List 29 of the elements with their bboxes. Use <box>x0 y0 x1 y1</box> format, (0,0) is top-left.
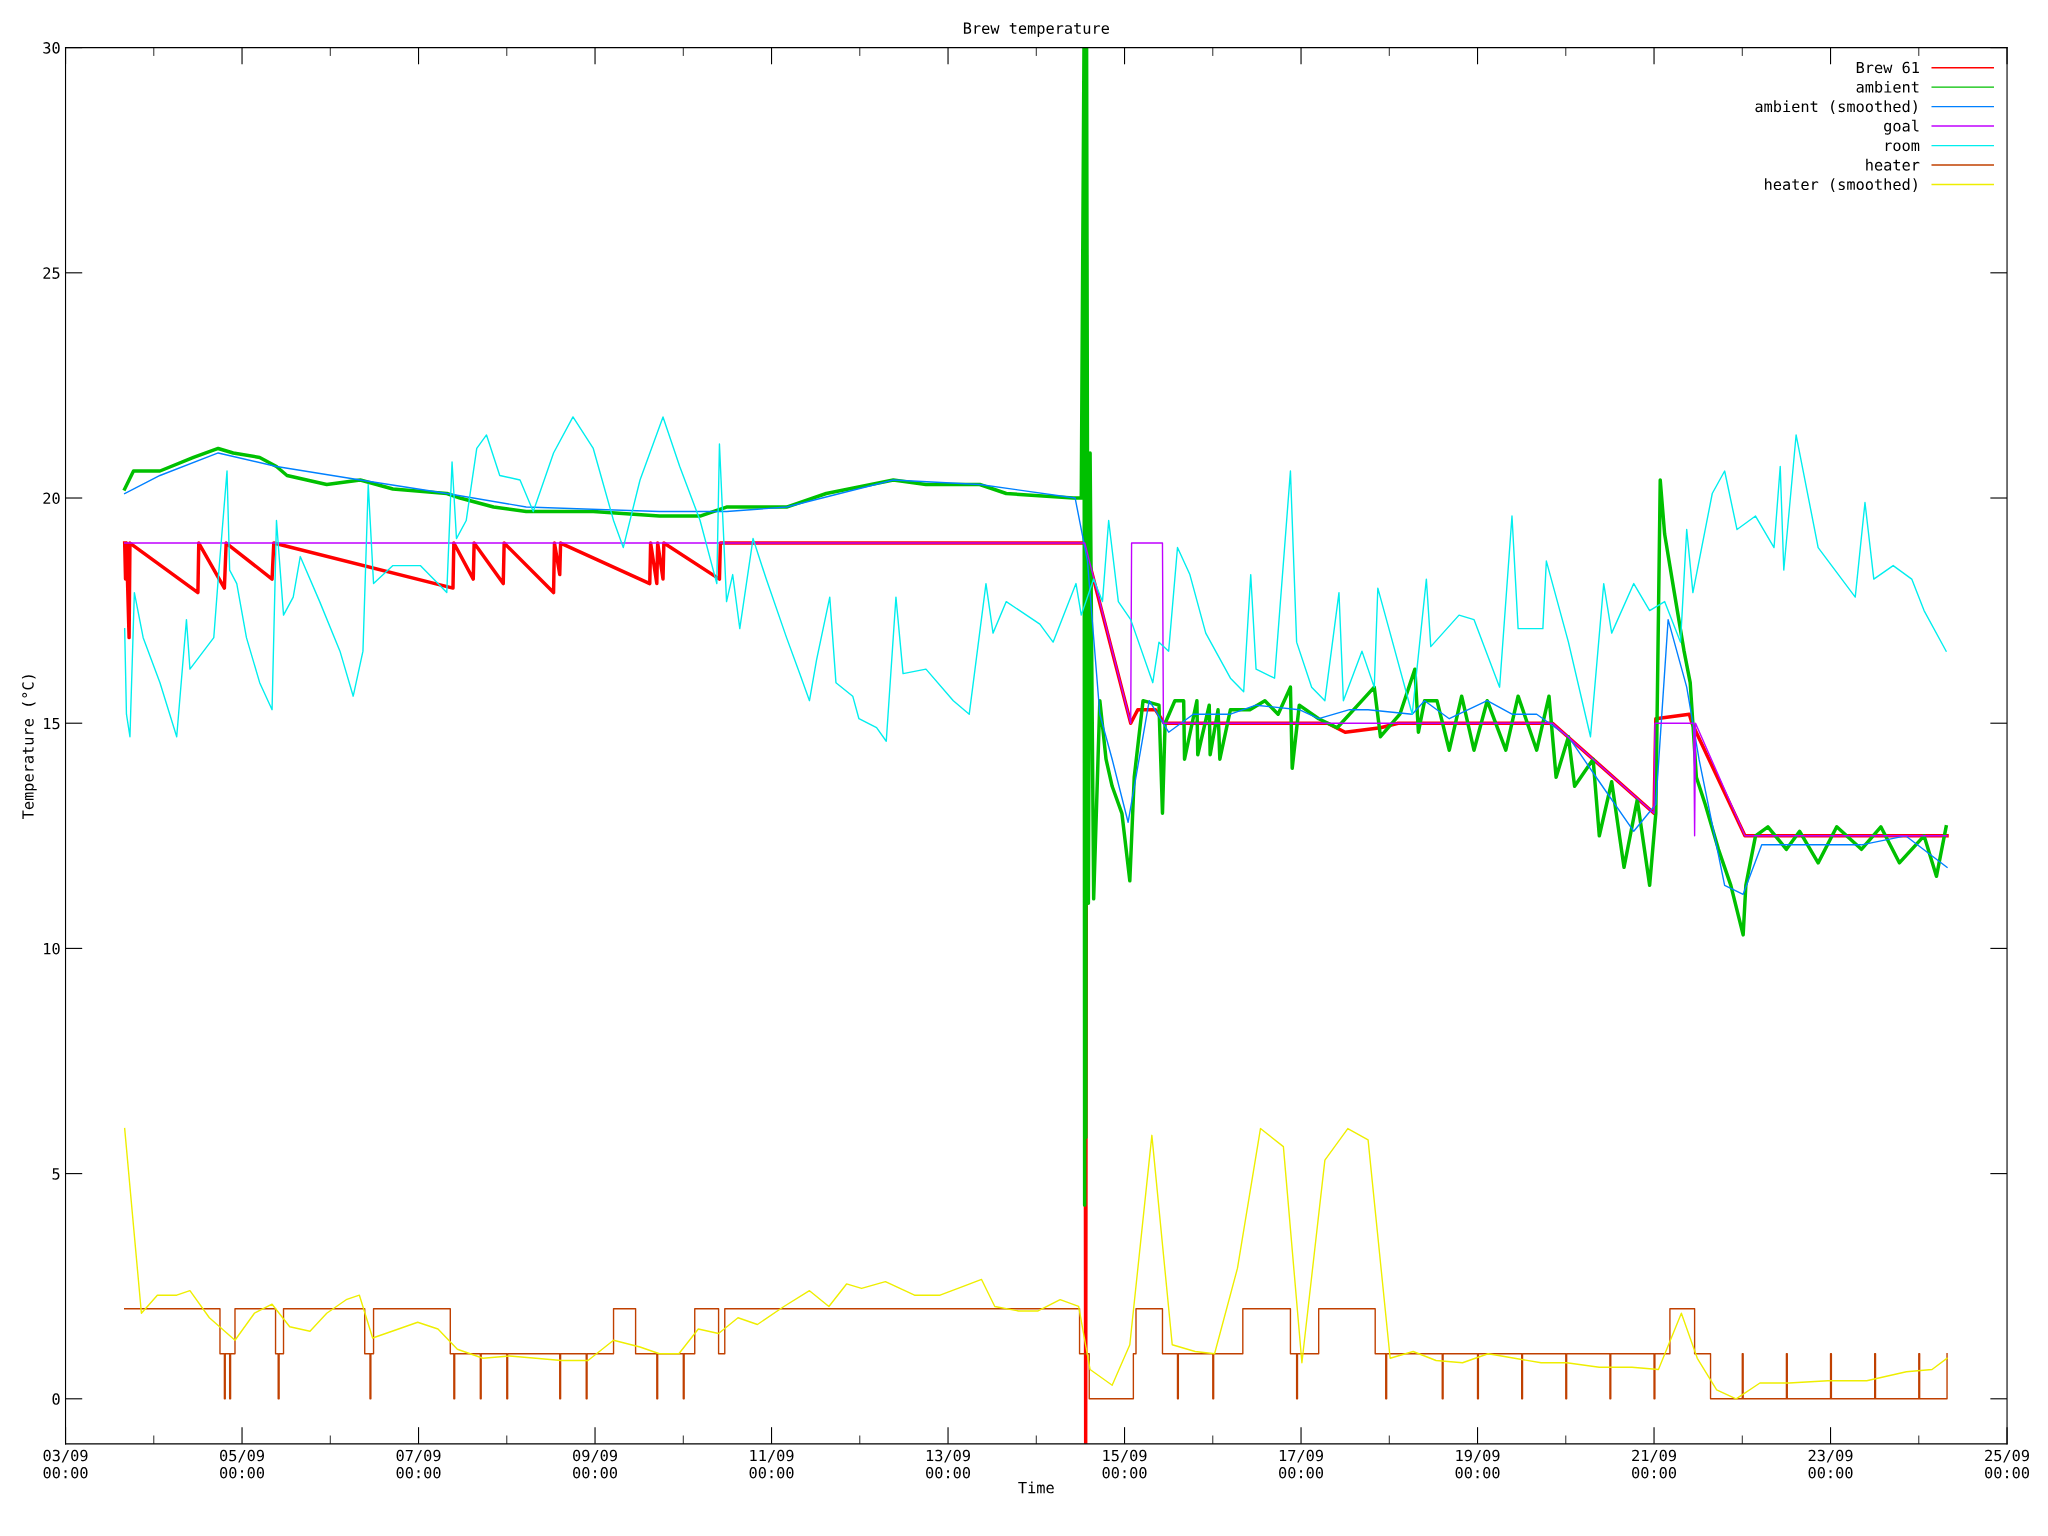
x-tick-label: 07/09 00:00 <box>396 1449 441 1479</box>
x-tick-label: 19/09 00:00 <box>1455 1449 1500 1479</box>
y-tick-label: 20 <box>43 492 60 505</box>
y-tick-label: 10 <box>44 942 60 955</box>
y-tick-label: 30 <box>43 42 60 54</box>
x-tick-label: 03/09 00:00 <box>43 1449 88 1479</box>
legend-label: room <box>1885 142 1920 152</box>
y-tick-label: 0 <box>52 1393 60 1405</box>
x-tick-label: 11/09 00:00 <box>749 1449 794 1479</box>
chart-title: Brew temperature <box>963 22 1109 37</box>
y-tick-label: 15 <box>44 717 60 730</box>
x-tick-label: 17/09 00:00 <box>1279 1449 1324 1479</box>
legend-label: ambient <box>1856 80 1919 93</box>
legend-label: heater (smoothed) <box>1765 178 1917 192</box>
x-tick-label: 15/09 00:00 <box>1102 1449 1147 1479</box>
legend-label: Brew 61 <box>1856 61 1919 74</box>
y-axis-title: Temperature (°C) <box>21 675 37 819</box>
x-tick-label: 09/09 00:00 <box>573 1449 618 1479</box>
x-tick-label: 21/09 00:00 <box>1632 1449 1677 1479</box>
y-tick-label: 5 <box>52 1168 60 1180</box>
y-tick-label: 25 <box>43 267 60 279</box>
legend-label: heater <box>1866 158 1920 171</box>
x-tick-label: 05/09 00:00 <box>220 1449 265 1479</box>
x-tick-label: 25/09 00:00 <box>1985 1449 2030 1479</box>
x-axis-title: Time <box>1018 1481 1054 1494</box>
x-tick-label: 23/09 00:00 <box>1808 1449 1853 1479</box>
x-tick-label: 13/09 00:00 <box>926 1449 971 1479</box>
legend-label: ambient (smoothed) <box>1755 100 1917 114</box>
legend-label: goal <box>1884 119 1919 135</box>
